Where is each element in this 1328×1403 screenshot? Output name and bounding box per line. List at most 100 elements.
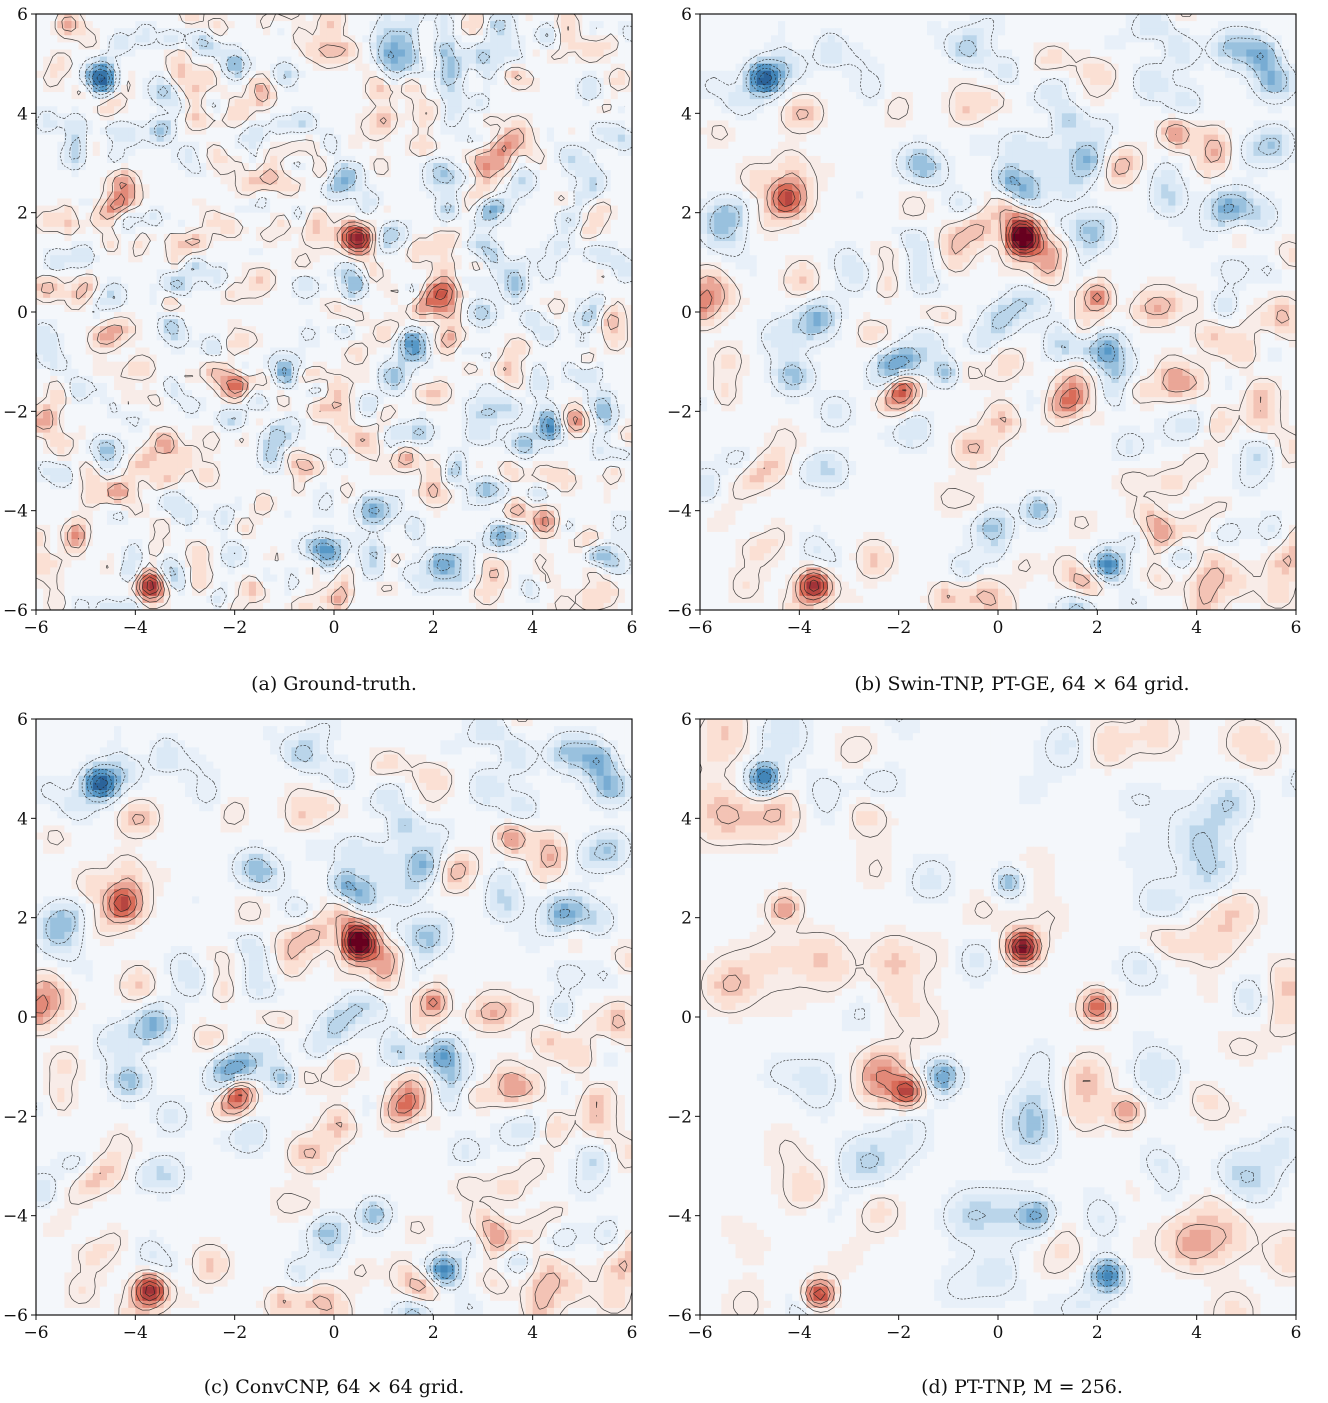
- heatmap-cell: [348, 106, 356, 114]
- heatmap-cell: [348, 368, 356, 377]
- heatmap-cell: [114, 219, 122, 228]
- heatmap-cell: [454, 35, 463, 43]
- heatmap-cell: [383, 42, 392, 51]
- heatmap-cell: [419, 170, 427, 178]
- heatmap-cell: [596, 113, 605, 122]
- heatmap-cell: [142, 42, 151, 51]
- heatmap-cell: [561, 113, 569, 122]
- heatmap-cell: [291, 319, 300, 327]
- heatmap-cell: [348, 297, 356, 306]
- heatmap-cell: [241, 198, 250, 207]
- heatmap-cell: [241, 375, 250, 384]
- heatmap-cell: [369, 304, 378, 313]
- heatmap-cell: [511, 276, 520, 285]
- heatmap-cell: [568, 390, 576, 398]
- heatmap-cell: [326, 404, 335, 412]
- heatmap-cell: [284, 404, 293, 412]
- heatmap-cell: [206, 127, 214, 136]
- heatmap-cell: [170, 212, 179, 221]
- heatmap-cell: [255, 418, 264, 427]
- heatmap-cell: [255, 155, 264, 164]
- heatmap-cell: [490, 127, 498, 136]
- heatmap-cell: [284, 354, 293, 363]
- heatmap-cell: [617, 155, 626, 164]
- heatmap-cell: [291, 42, 300, 51]
- heatmap-cell: [461, 42, 470, 51]
- heatmap-cell: [447, 248, 456, 256]
- heatmap-cell: [326, 63, 335, 72]
- heatmap-cell: [241, 312, 250, 320]
- heatmap-cell: [617, 312, 626, 320]
- heatmap-cell: [440, 283, 449, 292]
- heatmap-cell: [412, 191, 420, 200]
- heatmap-cell: [85, 297, 94, 306]
- heatmap-cell: [376, 77, 385, 86]
- heatmap-cell: [312, 347, 321, 356]
- heatmap-cell: [603, 404, 612, 412]
- heatmap-cell: [128, 77, 136, 86]
- heatmap-cell: [589, 163, 598, 171]
- heatmap-cell: [78, 63, 87, 72]
- heatmap-cell: [475, 35, 484, 43]
- heatmap-cell: [50, 191, 58, 200]
- heatmap-cell: [475, 290, 484, 299]
- heatmap-cell: [397, 14, 406, 22]
- heatmap-cell: [362, 340, 371, 349]
- heatmap-cell: [36, 21, 44, 29]
- heatmap-cell: [71, 255, 80, 263]
- heatmap-cell: [43, 411, 51, 420]
- heatmap-cell: [263, 148, 271, 157]
- heatmap-cell: [497, 304, 505, 313]
- heatmap-cell: [539, 184, 548, 192]
- heatmap-cell: [114, 326, 122, 334]
- heatmap-cell: [568, 141, 576, 150]
- heatmap-cell: [419, 333, 427, 341]
- heatmap-cell: [270, 347, 278, 356]
- heatmap-cell: [142, 418, 151, 427]
- heatmap-cell: [319, 120, 328, 129]
- heatmap-cell: [128, 333, 136, 341]
- heatmap-cell: [624, 212, 632, 221]
- heatmap-cell: [213, 262, 222, 271]
- heatmap-cell: [71, 333, 80, 341]
- heatmap-cell: [64, 361, 73, 370]
- heatmap-cell: [71, 191, 80, 200]
- heatmap-cell: [220, 276, 229, 285]
- heatmap-cell: [532, 326, 541, 334]
- heatmap-cell: [99, 397, 108, 405]
- heatmap-cell: [553, 304, 562, 313]
- heatmap-cell: [170, 184, 179, 192]
- heatmap-cell: [525, 28, 534, 36]
- heatmap-cell: [490, 77, 498, 86]
- heatmap-cell: [334, 35, 342, 43]
- heatmap-cell: [99, 28, 108, 36]
- heatmap-cell: [440, 198, 449, 207]
- heatmap-cell: [454, 99, 463, 107]
- heatmap-cell: [404, 106, 413, 114]
- heatmap-cell: [135, 219, 144, 228]
- heatmap-cell: [440, 411, 449, 420]
- heatmap-cell: [206, 269, 214, 278]
- heatmap-cell: [284, 63, 293, 72]
- heatmap-cell: [64, 319, 73, 327]
- heatmap-cell: [71, 134, 80, 143]
- heatmap-cell: [419, 163, 427, 171]
- heatmap-cell: [142, 28, 151, 36]
- heatmap-cell: [624, 269, 632, 278]
- heatmap-cell: [376, 42, 385, 51]
- heatmap-cell: [106, 425, 115, 434]
- heatmap-cell: [241, 77, 250, 86]
- heatmap-cell: [284, 333, 293, 341]
- heatmap-cell: [156, 255, 165, 263]
- heatmap-cell: [589, 99, 598, 107]
- heatmap-cell: [177, 56, 186, 65]
- heatmap-cell: [447, 77, 456, 86]
- heatmap-cell: [532, 241, 541, 249]
- heatmap-cell: [468, 276, 477, 285]
- heatmap-cell: [255, 390, 264, 398]
- heatmap-cell: [185, 49, 193, 58]
- heatmap-cell: [511, 361, 520, 370]
- heatmap-cell: [575, 347, 583, 356]
- heatmap-cell: [177, 319, 186, 327]
- heatmap-cell: [390, 163, 399, 171]
